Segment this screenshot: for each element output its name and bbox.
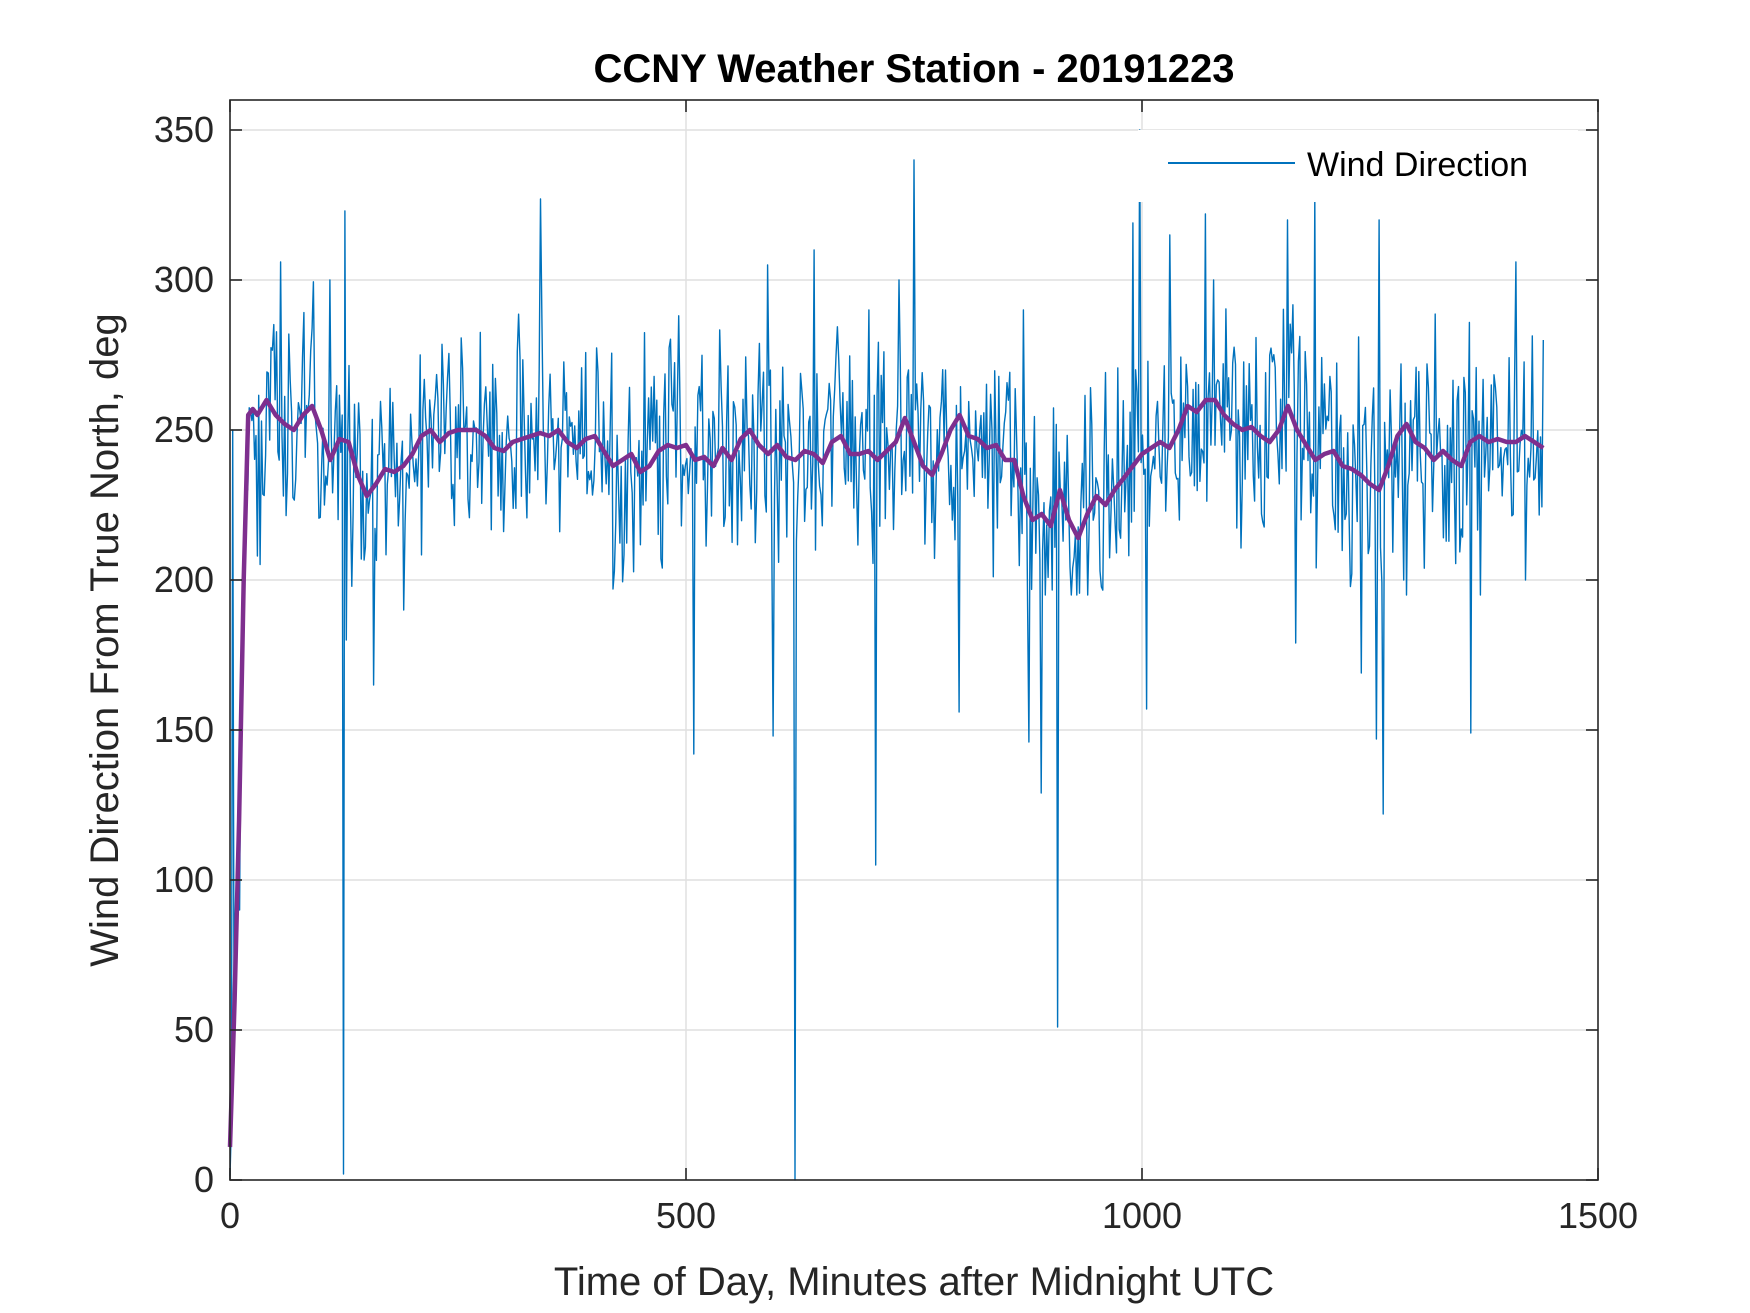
y-tick-label: 0 [194,1159,214,1200]
chart-title: CCNY Weather Station - 20191223 [594,47,1235,91]
x-tick-label: 500 [656,1195,716,1236]
y-tick-label: 250 [154,409,214,450]
y-tick-label: 50 [174,1009,214,1050]
y-tick-label: 300 [154,259,214,300]
y-tick-label: 200 [154,559,214,600]
y-axis-label: Wind Direction From True North, deg [83,313,127,967]
axes-box [229,99,1599,1181]
y-tick-label: 150 [154,709,214,750]
x-tick-label: 1500 [1558,1195,1638,1236]
legend-label-wind-direction: Wind Direction [1307,146,1528,184]
series-moving-average [227,397,1545,1148]
x-tick-label: 1000 [1102,1195,1182,1236]
y-tick-label: 100 [154,859,214,900]
x-axis-label: Time of Day, Minutes after Midnight UTC [554,1260,1274,1304]
legend: Wind Direction [1138,130,1578,202]
legend-box [1138,130,1578,202]
y-tick-label: 350 [154,109,214,150]
series-wind-direction [229,129,1545,1181]
ticks: 0 500 1000 1500 0 50 100 150 200 250 300 350 [154,100,1638,1236]
series-layer [227,129,1545,1181]
x-tick-label: 0 [220,1195,240,1236]
